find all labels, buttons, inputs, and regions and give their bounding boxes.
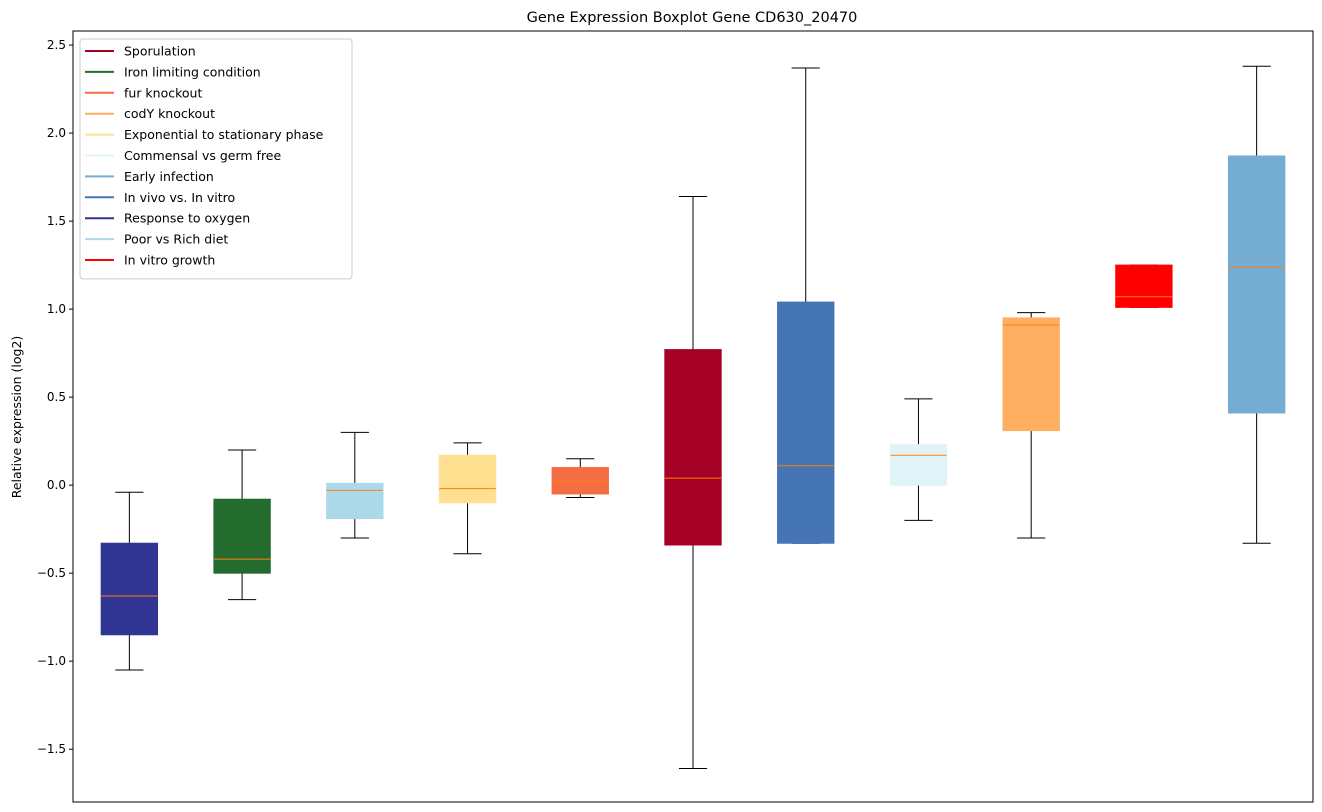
legend-item: In vivo vs. In vitro xyxy=(85,190,235,205)
box-in-vitro-growth xyxy=(1115,264,1173,308)
legend-item: Exponential to stationary phase xyxy=(85,127,324,142)
legend-label: Poor vs Rich diet xyxy=(124,232,228,247)
y-tick-label: −0.5 xyxy=(37,566,66,580)
box-commensal-vs-germ-free xyxy=(889,398,948,521)
box-cody-knockout xyxy=(1002,312,1060,539)
box-response-to-oxygen xyxy=(100,491,159,671)
y-tick-label: −1.0 xyxy=(37,654,66,668)
legend-item: In vitro growth xyxy=(85,253,215,268)
y-tick-label: 2.5 xyxy=(47,38,66,52)
legend-label: In vitro growth xyxy=(124,253,215,268)
y-axis: 2.5 2.0 1.5 1.0 0.5 0.0 −0.5 −1.0 −1.5 xyxy=(37,38,73,756)
legend-label: Exponential to stationary phase xyxy=(124,127,324,142)
box-poor-vs-rich-diet xyxy=(326,431,384,539)
legend-item: Early infection xyxy=(85,169,214,184)
box-body xyxy=(326,482,384,520)
box-body xyxy=(1227,155,1286,414)
box-series xyxy=(100,65,1286,770)
box-body xyxy=(889,444,948,486)
box-body xyxy=(438,454,497,504)
box-iron-limiting-condition xyxy=(213,449,271,601)
legend-item: fur knockout xyxy=(85,85,202,100)
box-fur-knockout xyxy=(551,458,609,498)
box-body xyxy=(551,467,609,495)
legend-frame xyxy=(79,38,353,280)
legend-label: Iron limiting condition xyxy=(124,64,261,79)
legend-label: In vivo vs. In vitro xyxy=(124,190,235,205)
box-early-infection xyxy=(1227,65,1286,544)
legend-item: Commensal vs germ free xyxy=(85,148,281,163)
box-body xyxy=(777,301,835,544)
y-tick-label: −1.5 xyxy=(37,742,66,756)
legend-label: fur knockout xyxy=(124,85,202,100)
plot-frame xyxy=(72,30,1314,803)
y-tick-label: 0.0 xyxy=(47,478,66,492)
y-tick-label: 0.5 xyxy=(47,390,66,404)
y-tick-label: 1.0 xyxy=(47,302,66,316)
box-body xyxy=(664,349,722,546)
legend-label: Response to oxygen xyxy=(124,211,250,226)
y-axis-label: Relative expression (log2) xyxy=(9,336,24,499)
legend: Sporulation Iron limiting condition fur kn… xyxy=(79,38,353,280)
chart-title: Gene Expression Boxplot Gene CD630_20470 xyxy=(527,10,858,26)
box-exponential-to-stationary-phase xyxy=(438,442,497,555)
legend-item: Response to oxygen xyxy=(85,211,250,226)
y-tick-label: 1.5 xyxy=(47,214,66,228)
box-body xyxy=(100,542,159,636)
legend-item: Sporulation xyxy=(85,44,196,59)
legend-item: Iron limiting condition xyxy=(85,64,261,79)
box-sporulation xyxy=(664,195,722,770)
box-in-vivo-vs-in-vitro xyxy=(777,67,835,544)
box-body xyxy=(213,498,271,574)
box-body xyxy=(1115,264,1173,308)
legend-label: Sporulation xyxy=(124,44,196,59)
legend-label: Early infection xyxy=(124,169,214,184)
y-tick-label: 2.0 xyxy=(47,126,66,140)
legend-label: Commensal vs germ free xyxy=(124,148,281,163)
legend-item: Poor vs Rich diet xyxy=(85,232,228,247)
legend-label: codY knockout xyxy=(124,106,215,121)
box-body xyxy=(1002,317,1060,432)
legend-item: codY knockout xyxy=(85,106,215,121)
